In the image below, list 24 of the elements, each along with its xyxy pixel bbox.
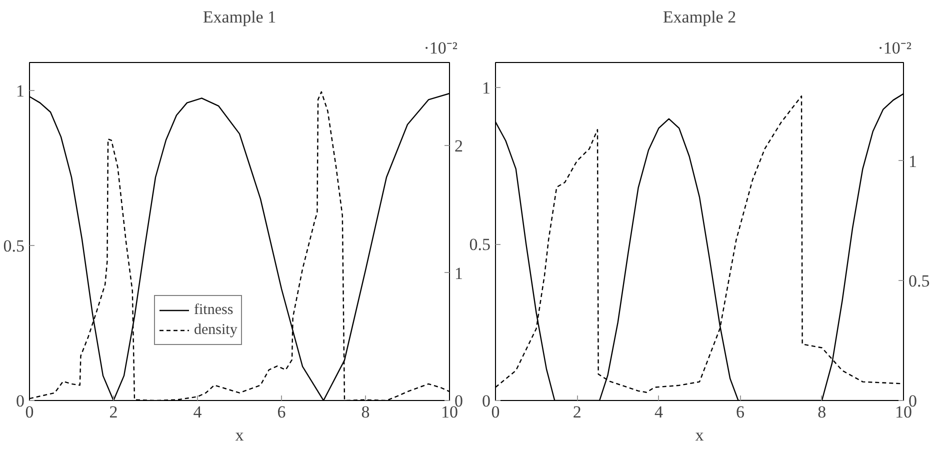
- x-tick-label: 6: [277, 402, 286, 422]
- y-tick-label: 1: [482, 78, 490, 98]
- y2-tick-label: 1: [908, 152, 917, 171]
- legend-label: fitness: [194, 302, 234, 318]
- x-tick-label: 4: [654, 402, 664, 422]
- x-tick-label: 2: [109, 402, 118, 422]
- x-tick-label: 2: [572, 402, 582, 422]
- y-tick-label: 1: [16, 81, 24, 100]
- x-tick-label: 6: [736, 402, 745, 422]
- x-axis-title: x: [695, 426, 704, 444]
- legend-label: density: [194, 322, 238, 338]
- x-tick-label: 4: [193, 402, 202, 422]
- y2-tick-label: 2: [454, 136, 463, 156]
- text: ·10⁻²: [878, 38, 912, 58]
- x-axis-title: x: [235, 426, 244, 444]
- y2-tick-label: 1: [454, 264, 463, 283]
- y-tick-label: 0.5: [3, 236, 24, 256]
- chart-title: Example 1: [202, 8, 276, 26]
- x-tick-label: 8: [818, 402, 826, 422]
- y2-tick-label: 0.5: [908, 272, 930, 291]
- x-tick-label: 8: [361, 402, 370, 422]
- text: ·10⁻²: [424, 38, 458, 58]
- chart-title: Example 2: [662, 8, 736, 26]
- y-tick-label: 0.5: [469, 235, 490, 254]
